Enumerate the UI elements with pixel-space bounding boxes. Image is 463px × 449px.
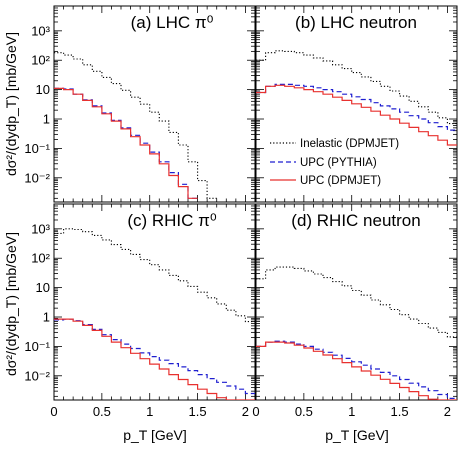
legend-entry-upc_dpmjet: UPC (DPMJET)	[270, 175, 381, 187]
y-tick-label-c: 10⁻²	[24, 368, 50, 383]
ylabel-top: dσ²/(dydp_T) [mb/GeV]	[3, 32, 19, 176]
series-upc_dpmjet-a	[54, 87, 198, 199]
x-tick-label-c: 0.5	[93, 404, 111, 419]
series-inelastic-d	[256, 266, 457, 338]
x-tick-label-d: 1.5	[391, 404, 409, 419]
panel-title-b: (b) LHC neutron	[295, 13, 417, 32]
legend-entry-inelastic: Inelastic (DPMJET)	[270, 138, 399, 150]
y-tick-label-c: 10⁻¹	[24, 339, 50, 354]
xlabel-right: p_T [GeV]	[325, 427, 389, 443]
x-tick-label-c: 0	[50, 404, 57, 419]
series-inelastic-c	[54, 228, 255, 323]
panel-title-c: (c) RHIC π⁰	[127, 211, 217, 230]
legend-label-inelastic: Inelastic (DPMJET)	[300, 138, 399, 150]
x-tick-label-d: 2	[444, 404, 451, 419]
legend-label-upc_pythia: UPC (PYTHIA)	[300, 157, 377, 169]
x-tick-label-c: 2	[242, 404, 249, 419]
series-upc_dpmjet-d	[256, 341, 457, 400]
panel-frame-c	[53, 203, 256, 401]
panel-frame-d	[255, 203, 458, 401]
panel-b: (b) LHC neutron	[255, 5, 458, 203]
y-tick-label-c: 1	[43, 310, 50, 325]
x-tick-label-d: 0.5	[295, 404, 313, 419]
y-tick-label-a: 10	[36, 82, 50, 97]
legend-entry-upc_pythia: UPC (PYTHIA)	[270, 157, 377, 169]
panel-frame-b	[255, 5, 458, 203]
series-upc_dpmjet-b	[256, 84, 457, 146]
legend: Inelastic (DPMJET) UPC (PYTHIA) UPC (DPMJE…	[270, 138, 399, 187]
x-tick-label-c: 1	[146, 404, 153, 419]
series-upc_dpmjet-c	[54, 318, 255, 400]
panel-c: 0 0.5 1 1.5 2 10⁻² 10⁻¹ 1 10 10² 10³ (c) RHIC π⁰	[24, 203, 256, 419]
series-upc_pythia-c	[54, 318, 255, 395]
xlabel-left: p_T [GeV]	[123, 427, 187, 443]
y-tick-label-c: 10	[36, 280, 50, 295]
series-inelastic-a	[54, 52, 217, 199]
x-tick-label-d: 0	[252, 404, 259, 419]
panel-d: 0 0.5 1 1.5 2 (d) RHIC neutron	[252, 203, 458, 419]
y-tick-label-c: 10²	[31, 251, 50, 266]
y-tick-label-a: 10⁻¹	[24, 141, 50, 156]
series-upc_pythia-b	[256, 83, 457, 131]
x-tick-label-d: 1	[348, 404, 355, 419]
panel-title-a: (a) LHC π⁰	[131, 13, 214, 32]
panel-frame-a	[53, 5, 256, 203]
y-tick-label-a: 1	[43, 112, 50, 127]
x-tick-label-c: 1.5	[189, 404, 207, 419]
y-tick-label-a: 10²	[31, 53, 50, 68]
panel-title-d: (d) RHIC neutron	[291, 211, 420, 230]
panel-a: 10⁻² 10⁻¹ 1 10 10² 10³ (a) LHC π⁰	[24, 5, 256, 203]
y-tick-label-c: 10³	[31, 221, 50, 236]
series-upc_pythia-a	[54, 87, 198, 199]
legend-label-upc_dpmjet: UPC (DPMJET)	[300, 175, 381, 187]
y-tick-label-a: 10⁻²	[24, 170, 50, 185]
series-upc_pythia-d	[256, 340, 457, 399]
y-tick-label-a: 10³	[31, 23, 50, 38]
ylabel-bottom: dσ²/(dydp_T) [mb/GeV]	[3, 232, 19, 376]
series-inelastic-b	[256, 50, 457, 125]
